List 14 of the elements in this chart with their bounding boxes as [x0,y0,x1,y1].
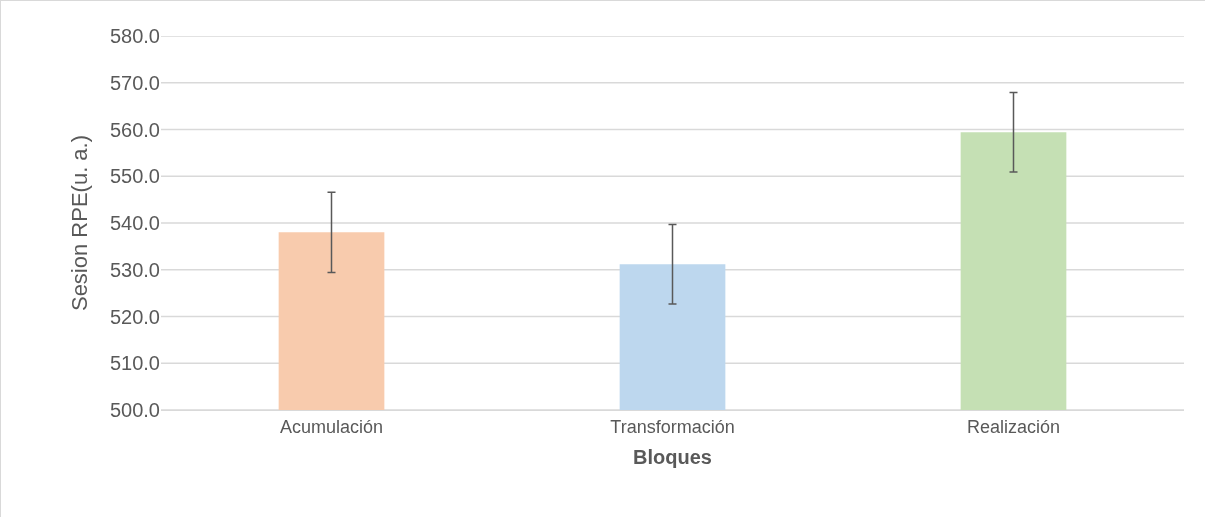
y-tick-label: 550.0 [109,165,160,188]
x-tick-label: Acumulación [279,416,384,437]
y-tick-label: 560.0 [109,118,160,141]
x-tick-label: Transformación [610,416,735,437]
x-axis-title: Bloques [633,446,712,469]
x-tick-label: Realización [966,416,1061,437]
y-tick-label: 530.0 [109,258,160,281]
y-tick-label: 570.0 [109,71,160,94]
y-tick-label: 510.0 [109,352,160,375]
y-tick-label: 580.0 [109,25,160,47]
y-tick-label: 540.0 [109,212,160,234]
y-axis-title: Sesion RPE(u. a.) [66,134,92,312]
y-tick-label: 500.0 [109,399,160,421]
y-tick-label: 520.0 [109,305,160,328]
